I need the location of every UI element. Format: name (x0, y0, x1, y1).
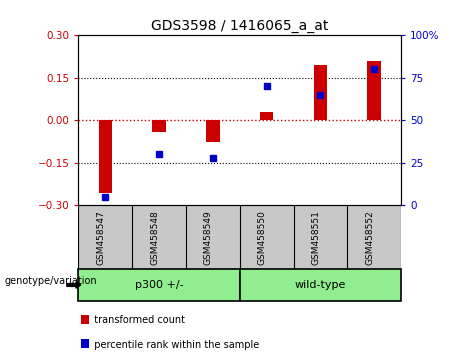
Text: GSM458549: GSM458549 (204, 210, 213, 265)
Bar (78, 269, 240, 301)
Bar (152, 120, 166, 132)
Text: transformed count: transformed count (88, 315, 184, 325)
Text: genotype/variation: genotype/variation (5, 276, 97, 286)
Text: GSM458550: GSM458550 (258, 210, 266, 265)
Text: GSM458552: GSM458552 (365, 210, 374, 265)
Text: GSM458547: GSM458547 (96, 210, 105, 265)
Text: GSM458548: GSM458548 (150, 210, 159, 265)
Text: percentile rank within the sample: percentile rank within the sample (88, 340, 259, 350)
Text: wild-type: wild-type (295, 280, 346, 290)
Bar (99, 120, 112, 193)
Text: GSM458551: GSM458551 (311, 210, 320, 265)
Bar (260, 112, 273, 120)
Bar (240, 269, 401, 301)
Bar (206, 120, 219, 142)
Title: GDS3598 / 1416065_a_at: GDS3598 / 1416065_a_at (151, 19, 328, 33)
Bar (367, 61, 381, 120)
Bar (313, 65, 327, 120)
Text: p300 +/-: p300 +/- (135, 280, 183, 290)
